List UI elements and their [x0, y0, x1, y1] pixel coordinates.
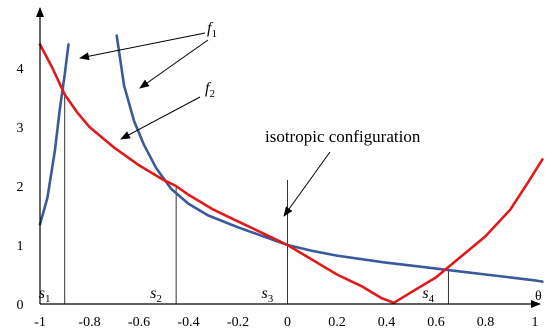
- y-tick-label: 3: [17, 121, 24, 136]
- x-tick-label: -0.4: [177, 315, 199, 330]
- x-tick-label: -0.6: [128, 315, 150, 330]
- x-tick-labels: -1 -0.8 -0.6 -0.4 -0.2 0 0.2 0.4 0.6 0.8 1: [34, 315, 538, 330]
- series-f1-line-2: [115, 34, 544, 283]
- f2-annotation-subscript: 2: [209, 88, 215, 100]
- x-tick-label: 0.2: [328, 315, 346, 330]
- f2-annotation-letter: f: [205, 80, 212, 97]
- f1-arrow-left: [79, 32, 206, 61]
- x-tick-label: -0.2: [227, 315, 249, 330]
- x-tick-label: 0.6: [427, 315, 445, 330]
- crossing-label-s2: s2: [150, 285, 162, 305]
- crossing-label-s3: s3: [262, 285, 274, 305]
- crossing-label-s4: s4: [422, 285, 434, 305]
- crossing-guides: [64, 94, 449, 304]
- x-tick-label: -1: [34, 315, 46, 330]
- f1-annotation: f1: [207, 20, 217, 40]
- y-tick-label: 1: [17, 239, 24, 254]
- isotropic-annotation: isotropic configuration: [265, 127, 421, 146]
- f1-annotation-subscript: 1: [211, 28, 217, 40]
- f1-arrow-right: [139, 39, 209, 89]
- x-tick-label: 0.4: [378, 315, 396, 330]
- x-tick-label: 0.8: [477, 315, 495, 330]
- x-tick-label: 1: [532, 315, 539, 330]
- series-f1-line-1: [38, 43, 70, 226]
- f1-annotation-letter: f: [207, 20, 214, 37]
- x-tick-label: -0.8: [78, 315, 100, 330]
- crossing-label-s1: s1: [39, 285, 51, 305]
- crossing-labels: s1 s2 s3 s4: [39, 285, 435, 305]
- f2-annotation: f2: [205, 80, 215, 100]
- x-axis-label: θ: [535, 289, 542, 304]
- y-tick-labels: 0 1 2 3 4: [17, 62, 24, 313]
- y-tick-label: 0: [17, 298, 24, 313]
- series-f2-line: [38, 43, 544, 305]
- x-tick-label: 0: [284, 315, 291, 330]
- f2-arrow: [120, 96, 201, 140]
- series-layer: [38, 34, 544, 305]
- y-tick-label: 2: [17, 180, 24, 195]
- y-tick-label: 4: [17, 62, 24, 77]
- isotropic-arrow: [283, 151, 331, 217]
